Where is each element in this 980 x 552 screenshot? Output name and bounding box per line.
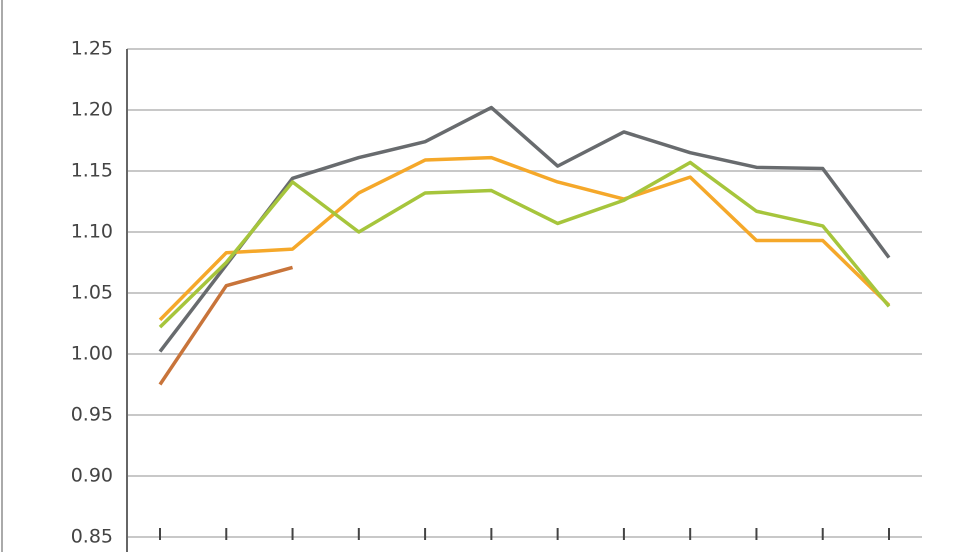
- series-line: [158, 105, 891, 353]
- y-tick-label: 1.05: [71, 282, 113, 304]
- y-tick-label: 0.95: [71, 404, 113, 426]
- y-tick-label: 1.00: [71, 343, 113, 365]
- y-tick-label: 0.90: [71, 465, 113, 487]
- y-tick-label: 1.15: [71, 160, 113, 182]
- series-line: [158, 265, 294, 386]
- y-tick-label: 1.25: [71, 38, 113, 60]
- y-tick-label: 1.20: [71, 99, 113, 121]
- y-tick-label: 0.85: [71, 526, 113, 548]
- y-tick-label: 1.10: [71, 221, 113, 243]
- series-line: [158, 160, 891, 329]
- series-line: [158, 155, 891, 322]
